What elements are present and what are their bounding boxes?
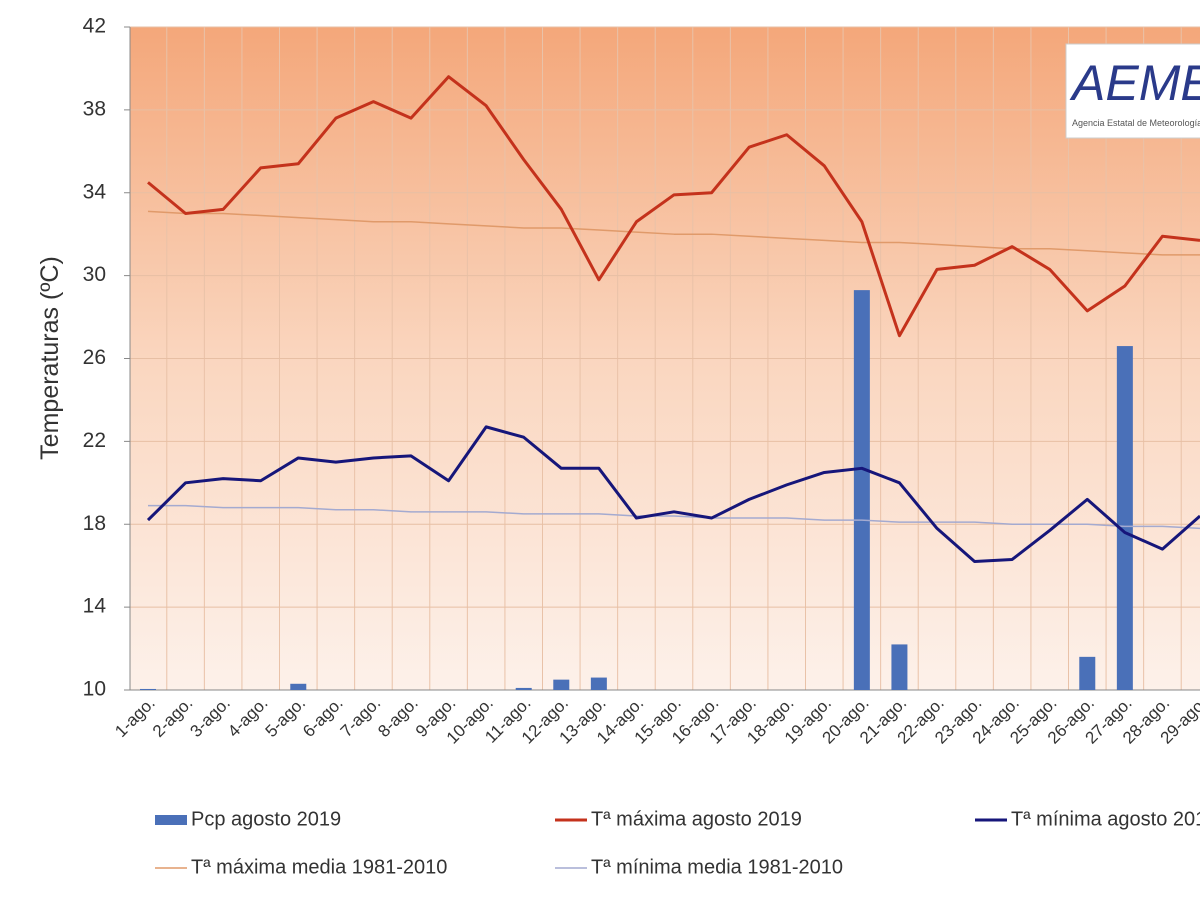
line — [147, 75, 1200, 338]
y-tick-label: 22 — [83, 429, 106, 452]
logo: AEMET Agencia Estatal de Meteorología — [1065, 43, 1200, 139]
bar — [140, 688, 156, 690]
x-tick-label: 8-ago. — [374, 693, 422, 741]
x-tick-label: 7-ago. — [337, 693, 385, 741]
y-tick-label: 14 — [83, 595, 107, 618]
x-tick-label: 3-ago. — [186, 693, 234, 741]
legend-item: Tª máxima media 1981-2010 — [155, 856, 447, 878]
bar — [891, 644, 908, 690]
y-tick-label: 30 — [83, 263, 106, 286]
legend-item: Tª máxima agosto 2019 — [555, 808, 802, 830]
line — [147, 210, 1200, 256]
bar — [553, 679, 570, 690]
legend-label: Tª mínima media 1981-2010 — [591, 856, 843, 878]
legend-item: Tª mínima media 1981-2010 — [555, 856, 843, 878]
x-tick-label: 5-ago. — [262, 693, 310, 741]
bar — [515, 687, 532, 690]
y-tick-label: 26 — [83, 346, 106, 369]
bar — [1116, 346, 1133, 690]
line — [148, 504, 1200, 530]
y-tick-label: 42 — [83, 15, 106, 38]
bar — [290, 683, 307, 690]
legend-swatch — [155, 815, 187, 825]
line — [146, 425, 1200, 564]
legend-item: Pcp agosto 2019 — [155, 808, 341, 830]
x-tick-label: 2-ago. — [149, 693, 197, 741]
logo-text: AEMET — [1069, 55, 1200, 111]
legend-label: Tª máxima media 1981-2010 — [191, 856, 447, 878]
legend-label: Tª máxima agosto 2019 — [591, 808, 802, 830]
x-tick-label: 4-ago. — [224, 693, 272, 741]
legend-label: Tª mínima agosto 2019 — [1011, 808, 1200, 830]
y-tick-label: 38 — [83, 97, 106, 120]
logo-subtitle: Agencia Estatal de Meteorología — [1072, 118, 1200, 128]
bar — [1079, 656, 1096, 690]
legend-label: Pcp agosto 2019 — [191, 808, 341, 830]
y-axis-title: Temperaturas (ºC) — [36, 256, 64, 460]
y-tick-label: 18 — [83, 512, 106, 535]
x-tick-label: 6-ago. — [299, 693, 347, 741]
y-tick-label: 10 — [83, 678, 106, 701]
legend-item: Tª mínima agosto 2019 — [975, 808, 1200, 830]
logo-box — [1065, 43, 1200, 139]
x-tick-label: 1-ago. — [111, 693, 159, 741]
bar — [853, 290, 870, 690]
bar — [590, 677, 607, 690]
y-tick-label: 34 — [83, 180, 107, 203]
